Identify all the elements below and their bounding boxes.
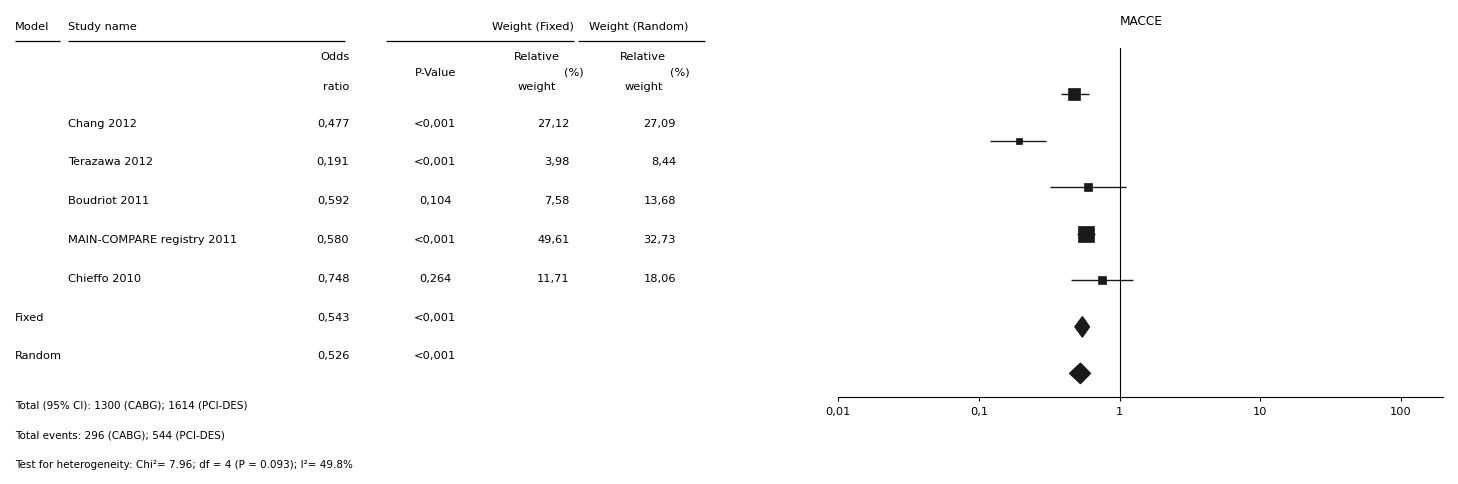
Text: 0,543: 0,543 xyxy=(316,312,350,322)
Text: 8,44: 8,44 xyxy=(650,157,677,167)
Text: (%): (%) xyxy=(564,68,583,77)
Text: Model: Model xyxy=(15,22,50,31)
Text: 0,104: 0,104 xyxy=(418,196,452,206)
Text: 27,09: 27,09 xyxy=(643,119,677,128)
Polygon shape xyxy=(1075,317,1089,337)
Text: Test for heterogeneity: Chi²= 7.96; df = 4 (P = 0.093); I²= 49.8%: Test for heterogeneity: Chi²= 7.96; df =… xyxy=(15,459,353,469)
Text: Fixed: Fixed xyxy=(15,312,44,322)
Text: ratio: ratio xyxy=(324,82,350,92)
Text: 49,61: 49,61 xyxy=(538,235,570,244)
Text: <0,001: <0,001 xyxy=(414,312,456,322)
Text: weight: weight xyxy=(518,82,557,92)
Text: Relative: Relative xyxy=(515,52,560,61)
Text: 7,58: 7,58 xyxy=(544,196,570,206)
Text: <0,001: <0,001 xyxy=(414,351,456,361)
Text: Terazawa 2012: Terazawa 2012 xyxy=(67,157,153,167)
Text: 0,592: 0,592 xyxy=(316,196,350,206)
Text: 0,748: 0,748 xyxy=(316,273,350,283)
Text: Total events: 296 (CABG); 544 (PCI-DES): Total events: 296 (CABG); 544 (PCI-DES) xyxy=(15,429,225,439)
Text: Random: Random xyxy=(15,351,61,361)
Text: 0,477: 0,477 xyxy=(316,119,350,128)
Text: Chang 2012: Chang 2012 xyxy=(67,119,137,128)
Text: Weight (Random): Weight (Random) xyxy=(589,22,688,31)
Text: MAIN-COMPARE registry 2011: MAIN-COMPARE registry 2011 xyxy=(67,235,236,244)
Text: 27,12: 27,12 xyxy=(538,119,570,128)
Text: Relative: Relative xyxy=(620,52,666,61)
Text: 18,06: 18,06 xyxy=(643,273,677,283)
Text: Weight (Fixed): Weight (Fixed) xyxy=(493,22,574,31)
Text: <0,001: <0,001 xyxy=(414,119,456,128)
Text: 0,191: 0,191 xyxy=(316,157,350,167)
Text: 32,73: 32,73 xyxy=(643,235,677,244)
Text: weight: weight xyxy=(624,82,662,92)
Text: 11,71: 11,71 xyxy=(537,273,570,283)
Text: 0,264: 0,264 xyxy=(418,273,451,283)
Text: 0,526: 0,526 xyxy=(316,351,350,361)
Text: 3,98: 3,98 xyxy=(544,157,570,167)
Text: MACCE: MACCE xyxy=(1120,15,1162,28)
Text: <0,001: <0,001 xyxy=(414,235,456,244)
Text: Total (95% CI): 1300 (CABG); 1614 (PCI-DES): Total (95% CI): 1300 (CABG); 1614 (PCI-D… xyxy=(15,399,246,409)
Text: <0,001: <0,001 xyxy=(414,157,456,167)
Text: (%): (%) xyxy=(671,68,690,77)
Text: Boudriot 2011: Boudriot 2011 xyxy=(67,196,149,206)
Polygon shape xyxy=(1070,363,1091,384)
Text: Chieffo 2010: Chieffo 2010 xyxy=(67,273,141,283)
Text: Odds: Odds xyxy=(321,52,350,61)
Text: Study name: Study name xyxy=(67,22,137,31)
Text: 0,580: 0,580 xyxy=(316,235,350,244)
Text: P-Value: P-Value xyxy=(414,68,456,77)
Text: 13,68: 13,68 xyxy=(643,196,677,206)
